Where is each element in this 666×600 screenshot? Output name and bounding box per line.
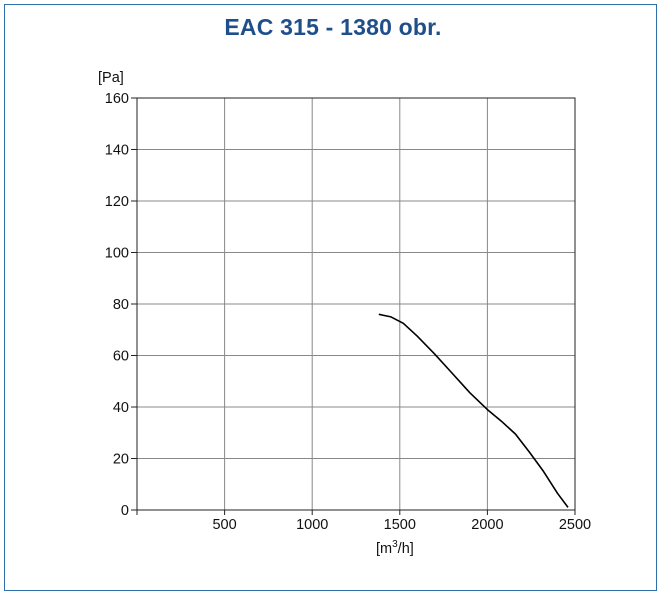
- x-axis-ticks: 500 1000 1500 2000 2500: [136, 510, 591, 533]
- y-axis-ticks: 0 20 40 60 80 100 120 140 160: [105, 91, 137, 519]
- y-axis-label: [Pa]: [98, 70, 124, 86]
- x-axis-label-base: [m: [376, 541, 392, 557]
- y-tick-label: 100: [105, 246, 129, 262]
- y-tick-label: 40: [113, 400, 129, 416]
- series-points: [379, 314, 568, 507]
- x-tick-label: 500: [212, 517, 236, 533]
- grid-lines: [136, 97, 576, 511]
- x-tick-label: 2500: [559, 517, 591, 533]
- y-tick-label: 60: [113, 349, 129, 365]
- x-tick-label: 2000: [471, 517, 503, 533]
- y-tick-label: 160: [105, 91, 129, 107]
- x-axis-label-sup: 3: [392, 539, 398, 550]
- y-tick-label: 120: [105, 194, 129, 210]
- y-tick-label: 80: [113, 297, 129, 313]
- x-axis-label-tail: /h]: [398, 541, 414, 557]
- x-axis-label: [m3/h]: [376, 539, 414, 557]
- chart-frame: [4, 4, 657, 591]
- x-tick-label: 1000: [296, 517, 328, 533]
- x-tick-label: 1500: [384, 517, 416, 533]
- y-tick-label: 140: [105, 143, 129, 159]
- series-line: [378, 313, 569, 508]
- chart-title: EAC 315 - 1380 obr.: [224, 14, 442, 40]
- y-tick-label: 0: [121, 503, 129, 519]
- y-tick-label: 20: [113, 452, 129, 468]
